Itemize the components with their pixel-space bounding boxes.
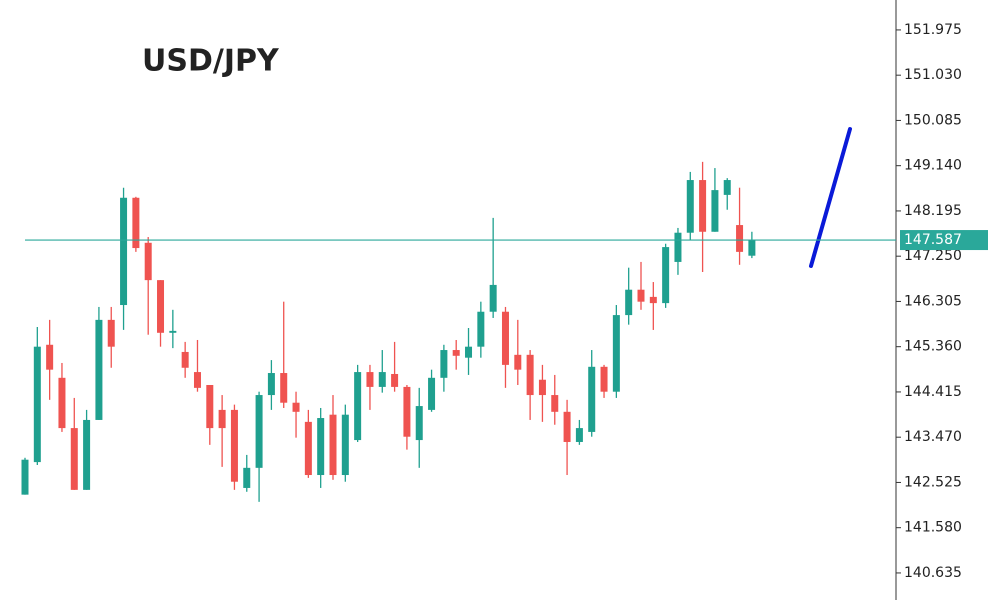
candle-body [181, 351, 189, 368]
y-tick-label: 142.525 [904, 474, 962, 490]
candle-body [625, 289, 633, 316]
candle-body [748, 239, 756, 256]
candle-body [243, 467, 251, 488]
candle-body [304, 421, 312, 476]
candle-body [354, 372, 362, 441]
candle-body [514, 354, 522, 370]
candle-body [686, 180, 694, 233]
candle-body [193, 372, 201, 388]
candle-body [415, 406, 423, 441]
candle-body [440, 350, 448, 378]
candle-body [157, 280, 165, 333]
candle-body [46, 344, 54, 370]
y-tick-label: 150.085 [904, 112, 962, 128]
candle-body [489, 284, 497, 312]
y-tick-label: 149.140 [904, 158, 962, 174]
y-tick-label: 145.360 [904, 339, 962, 355]
candle-body [169, 330, 177, 333]
candle-body [391, 373, 399, 387]
candle-body [526, 354, 534, 396]
candle-body [107, 319, 115, 347]
y-tick-label: 151.030 [904, 67, 962, 83]
y-tick-label: 141.580 [904, 520, 962, 536]
y-tick-label: 143.470 [904, 429, 962, 445]
candle-body [280, 373, 288, 403]
candle-body [600, 366, 608, 392]
candle-body [33, 346, 41, 463]
y-tick-label: 151.975 [904, 22, 962, 38]
candle-body [477, 311, 485, 347]
trend-line [809, 127, 852, 268]
candle-body [83, 419, 91, 490]
candle-body [465, 346, 473, 358]
candle-body [612, 315, 620, 392]
y-tick-label: 146.305 [904, 293, 962, 309]
candle-body [255, 395, 263, 468]
candle-body [662, 247, 670, 304]
y-tick-label: 140.635 [904, 565, 962, 581]
candle-body [452, 350, 460, 356]
y-tick-label: 144.415 [904, 384, 962, 400]
y-tick-label: 148.195 [904, 203, 962, 219]
candle-body [711, 190, 719, 232]
candle-body [637, 289, 645, 302]
candle-body [723, 180, 731, 195]
candle-body [58, 377, 66, 429]
candle-body [206, 384, 214, 429]
candle-body [538, 379, 546, 396]
candle-body [120, 197, 128, 306]
candle-body [329, 414, 337, 476]
candle-body [699, 180, 707, 232]
candle-body [218, 409, 226, 429]
candle-body [736, 225, 744, 252]
candle-body [70, 428, 78, 490]
candle-body [501, 311, 509, 365]
candle-body [588, 366, 596, 432]
candle-body [649, 296, 657, 304]
candle-body [366, 372, 374, 387]
candle-body [292, 402, 300, 412]
chart-title: USD/JPY [142, 44, 280, 79]
current-price-label: 147.587 [904, 232, 962, 248]
candle-body [230, 409, 238, 482]
current-price-box [900, 230, 988, 251]
candle-body [551, 395, 559, 412]
candle-body [317, 418, 325, 476]
candle-body [378, 372, 386, 387]
y-tick-label: 147.250 [904, 248, 962, 264]
candle-body [267, 373, 275, 396]
candle-body [428, 377, 436, 410]
candle-body [21, 459, 29, 495]
candle-body [674, 232, 682, 262]
candle-body [403, 386, 411, 437]
candle-body [132, 197, 140, 249]
candle-body [575, 428, 583, 442]
candle-body [563, 411, 571, 442]
candle-body [95, 319, 103, 420]
candle-body [144, 242, 152, 281]
candle-body [341, 414, 349, 476]
